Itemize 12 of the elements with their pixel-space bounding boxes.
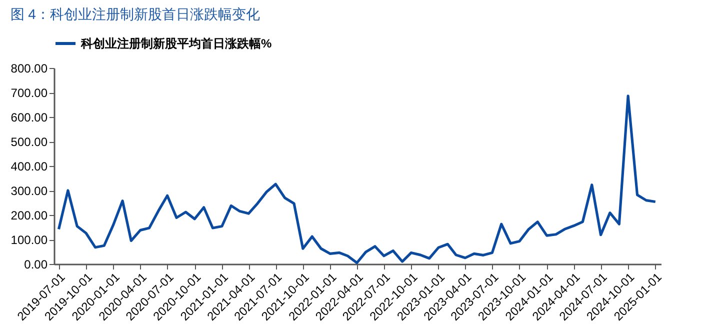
y-tick-label: 800.00 — [10, 62, 48, 76]
y-tick-label: 300.00 — [10, 184, 48, 198]
y-tick-label: 500.00 — [10, 135, 48, 149]
y-tick-label: 700.00 — [10, 86, 48, 100]
y-tick-label: 0.00 — [24, 258, 48, 272]
line-series — [57, 94, 657, 264]
y-tick-label: 600.00 — [10, 110, 48, 124]
legend-label: 科创业注册制新股平均首日涨跌幅% — [80, 36, 272, 50]
y-tick-label: 400.00 — [10, 160, 48, 174]
y-tick-label: 200.00 — [10, 208, 48, 222]
chart-title: 图 4：科创业注册制新股首日涨跌幅变化 — [10, 6, 260, 22]
y-tick-label: 100.00 — [10, 233, 48, 247]
